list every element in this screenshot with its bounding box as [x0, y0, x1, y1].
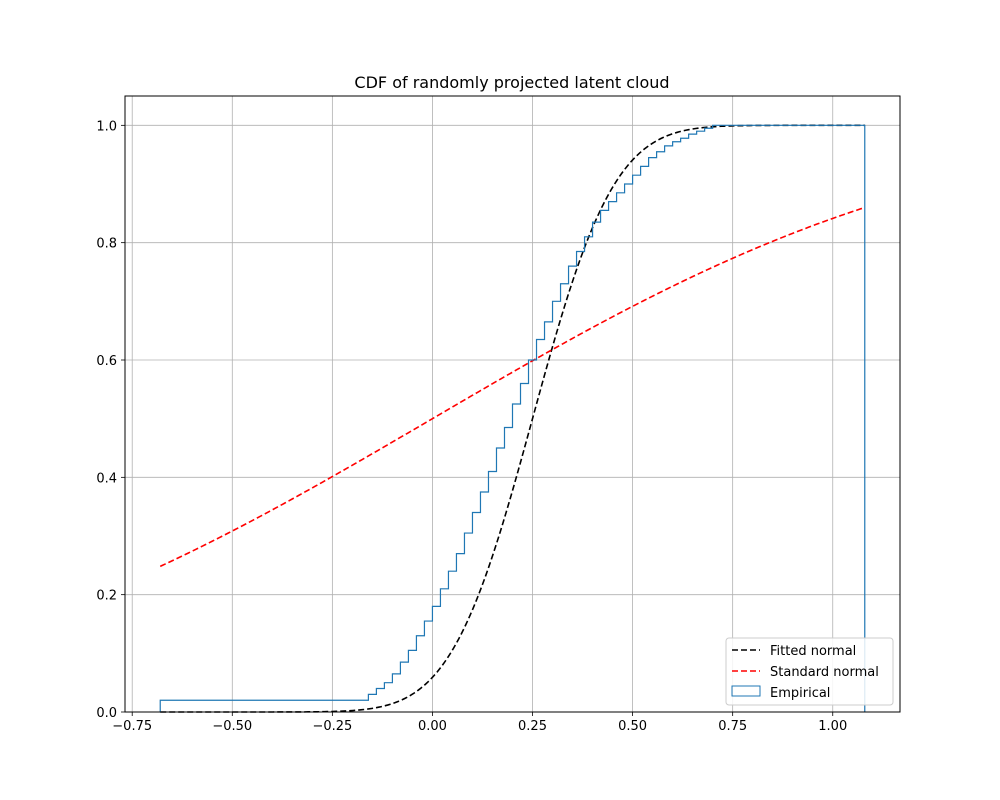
chart-title: CDF of randomly projected latent cloud	[354, 73, 669, 92]
x-tick-label: −0.50	[212, 719, 252, 734]
x-tick-label: 0.00	[418, 719, 447, 734]
axes-frame	[124, 95, 901, 713]
legend-box	[725, 637, 894, 706]
series-standard-normal	[159, 206, 866, 568]
x-tick-label: 0.25	[518, 719, 547, 734]
y-tick-label: 0.4	[96, 471, 117, 486]
legend: Fitted normal Standard normal Empirical	[725, 637, 894, 706]
legend-label-standard-normal: Standard normal	[770, 665, 879, 680]
legend-label-empirical: Empirical	[770, 686, 830, 701]
x-tick-label: 0.50	[618, 719, 647, 734]
y-tick-label: 0.8	[96, 237, 117, 252]
x-tick-label: −0.75	[112, 719, 152, 734]
y-tick-label: 0.0	[96, 706, 117, 721]
legend-swatch-empirical	[731, 685, 761, 697]
y-tick-label: 0.2	[96, 589, 117, 604]
x-tick-label: −0.25	[312, 719, 352, 734]
y-tick-label: 0.6	[96, 354, 117, 369]
x-tick-label: 0.75	[718, 719, 747, 734]
ticks: −0.75 −0.50 −0.25 0.00 0.25 0.50 0.75 1.00 0.0 0.…	[96, 119, 847, 734]
legend-label-fitted-normal: Fitted normal	[770, 644, 856, 659]
y-tick-label: 1.0	[96, 119, 117, 134]
series-empirical	[159, 124, 866, 712]
x-tick-label: 1.00	[818, 719, 847, 734]
